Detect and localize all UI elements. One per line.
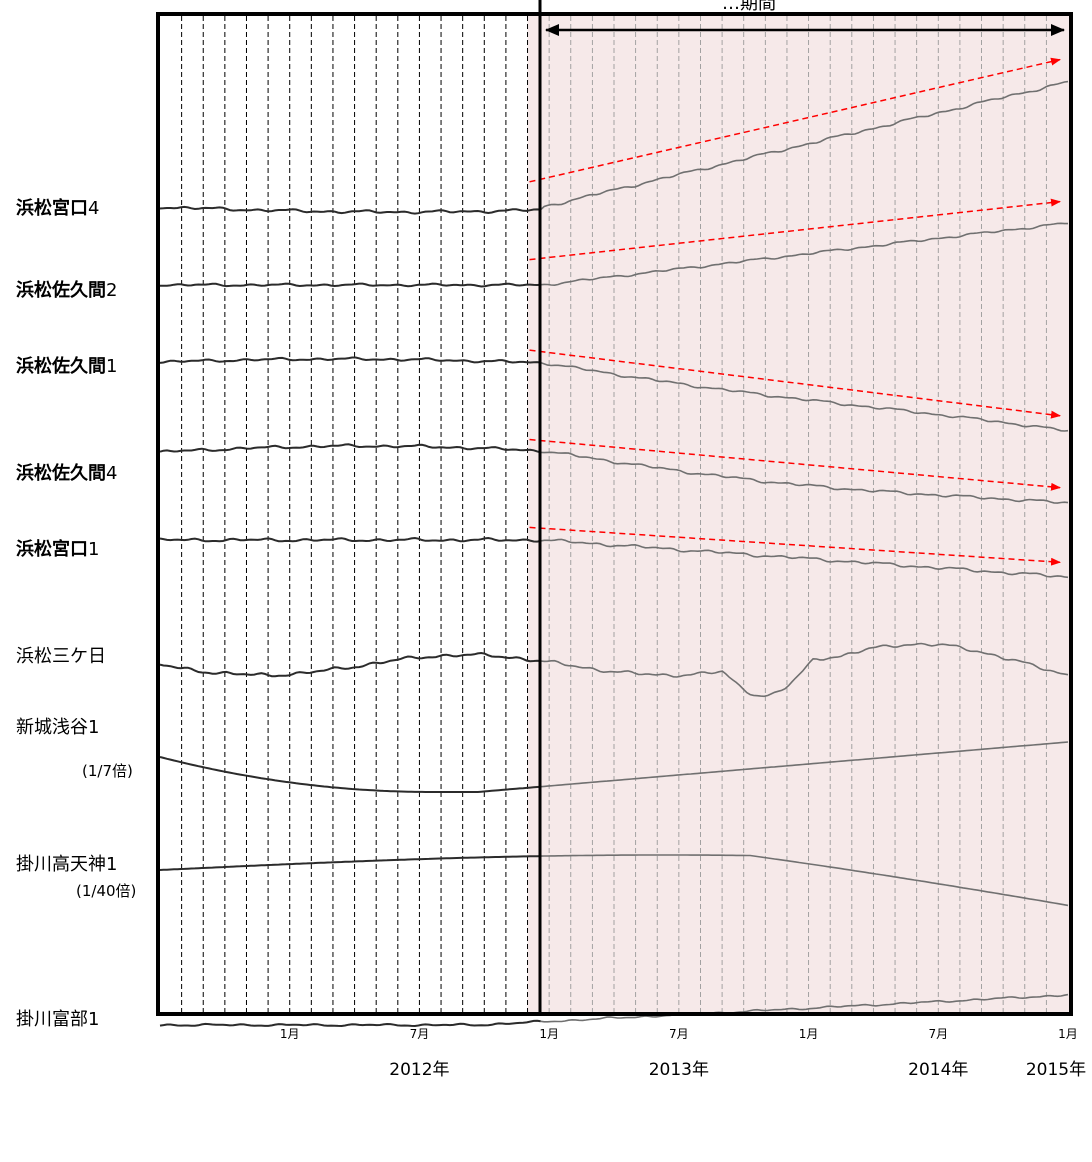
series-label: 浜松佐久間1	[16, 355, 117, 377]
x-year-label: 2014年	[908, 1060, 968, 1080]
x-tick-label: 1月	[539, 1027, 559, 1041]
series-line	[159, 536, 541, 543]
x-year-label: 2013年	[649, 1060, 709, 1080]
x-axis: 1月 7月 1月 7月 1月 7月 1月 2012年 2013年 2014年 2015年	[280, 1027, 1086, 1080]
series-label: 浜松三ケ日	[16, 646, 106, 667]
period-annotation: …期間	[722, 0, 776, 14]
series-lines	[159, 80, 1069, 1028]
x-year-label: 2015年	[1026, 1060, 1086, 1080]
series-label: 浜松宮口4	[16, 197, 99, 219]
month-grid	[181, 16, 1047, 1012]
series-line	[159, 443, 541, 454]
series-line	[540, 642, 1069, 698]
trend-arrows	[529, 57, 1061, 566]
x-tick-label: 1月	[1058, 1027, 1078, 1041]
series-line	[159, 356, 541, 364]
series-line	[540, 80, 1069, 211]
series-label: 新城浅谷1	[16, 717, 99, 738]
x-tick-label: 7月	[410, 1027, 430, 1041]
series-line	[159, 651, 541, 678]
series-label: 掛川富部1	[16, 1009, 99, 1030]
series-line	[540, 854, 1069, 907]
x-tick-label: 7月	[928, 1027, 948, 1041]
series-line	[159, 205, 541, 215]
series-line	[540, 222, 1068, 287]
trend-arrow	[529, 57, 1061, 183]
x-tick-label: 1月	[799, 1027, 819, 1041]
series-label: 浜松佐久間4	[16, 462, 117, 484]
series-label: 浜松佐久間2	[16, 279, 117, 301]
series-line	[540, 538, 1069, 579]
trend-arrow	[529, 198, 1061, 261]
series-line	[159, 855, 541, 871]
series-line	[540, 741, 1069, 788]
series-line	[159, 756, 541, 793]
trend-arrow	[529, 438, 1061, 491]
trend-arrow	[529, 349, 1061, 419]
scale-note: (1/40倍)	[76, 882, 136, 900]
scale-note: (1/7倍)	[82, 762, 133, 780]
series-line	[540, 361, 1069, 432]
x-tick-label: 7月	[669, 1027, 689, 1041]
series-label: 浜松宮口1	[16, 538, 99, 560]
series-label: 掛川高天神1	[16, 854, 117, 875]
highlight-period-band	[527, 14, 1069, 1014]
series-line	[160, 282, 541, 288]
x-tick-label: 1月	[280, 1027, 300, 1041]
series-line	[540, 993, 1069, 1023]
series-line	[540, 451, 1069, 504]
x-year-label: 2012年	[389, 1060, 449, 1080]
plot-frame	[156, 12, 1073, 1016]
series-line	[159, 1019, 541, 1028]
trend-arrow	[529, 526, 1061, 566]
